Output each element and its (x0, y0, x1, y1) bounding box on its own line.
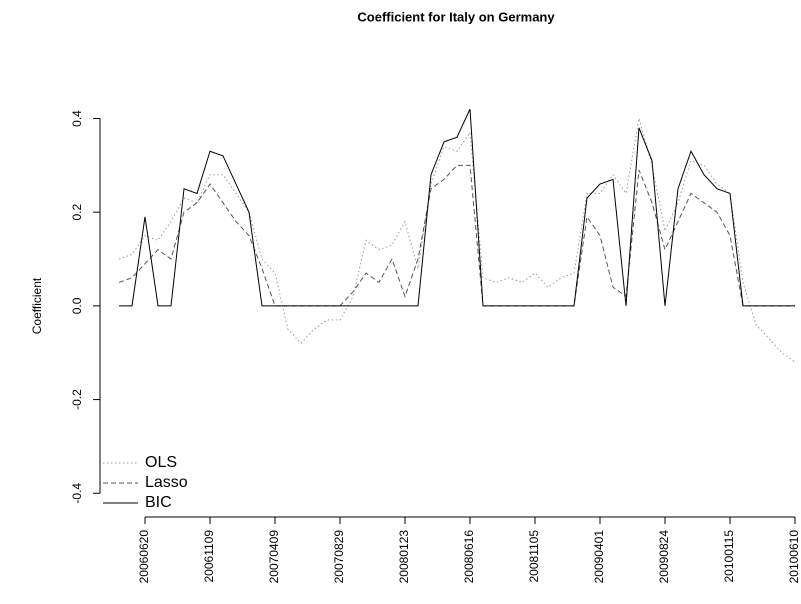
legend-label: BIC (145, 494, 172, 511)
y-tick-label: 0.4 (70, 110, 84, 127)
x-tick-label: 20061109 (202, 530, 216, 583)
x-tick-label: 20090824 (657, 530, 671, 584)
x-tick-label: 20070829 (332, 530, 346, 584)
y-tick-label: 0.2 (70, 204, 84, 221)
y-tick-label: -0.4 (70, 483, 84, 504)
x-tick-label: 20080123 (397, 530, 411, 584)
x-tick-label: 20100610 (787, 530, 801, 584)
x-tick-label: 20081105 (527, 530, 541, 583)
legend-label: Lasso (145, 474, 188, 491)
y-tick-label: 0.0 (70, 297, 84, 314)
chart-title: Coefficient for Italy on Germany (357, 9, 555, 24)
line-series (118, 164, 795, 307)
x-tick-label: 20080616 (462, 530, 476, 584)
x-tick-label: 20090401 (592, 530, 606, 584)
legend-label: OLS (145, 454, 177, 471)
y-axis-label: Coefficient (30, 277, 44, 334)
line-series (118, 118, 796, 363)
x-tick-label: 20100115 (722, 530, 736, 583)
x-tick-label: 20060620 (137, 530, 151, 584)
line-series (119, 108, 795, 307)
y-tick-label: -0.2 (70, 389, 84, 410)
x-tick-label: 20070409 (267, 530, 281, 584)
